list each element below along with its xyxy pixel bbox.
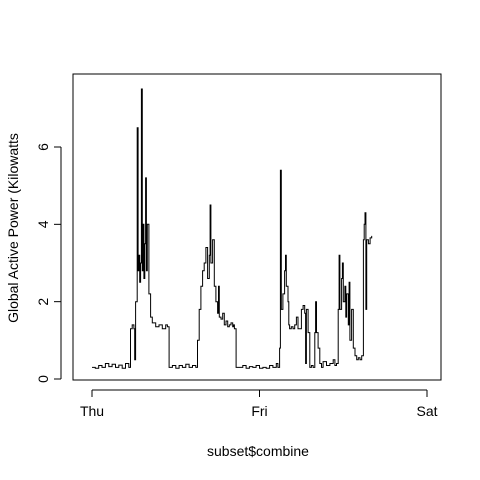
y-axis-label: Global Active Power (Kilowatts bbox=[5, 133, 21, 323]
y-tick-label: 2 bbox=[35, 298, 51, 306]
x-tick-label: Fri bbox=[251, 403, 267, 419]
y-tick-label: 6 bbox=[35, 143, 51, 151]
x-tick-label: Sat bbox=[416, 403, 437, 419]
y-tick-label: 0 bbox=[35, 375, 51, 383]
x-tick-label: Thu bbox=[80, 403, 104, 419]
plot-frame bbox=[72, 73, 442, 381]
x-axis: Thu Fri Sat bbox=[80, 389, 438, 419]
series-line bbox=[92, 88, 373, 369]
y-tick-label: 4 bbox=[35, 220, 51, 228]
x-axis-label: subset$combine bbox=[207, 443, 309, 459]
y-axis: 0 2 4 6 bbox=[35, 143, 62, 383]
